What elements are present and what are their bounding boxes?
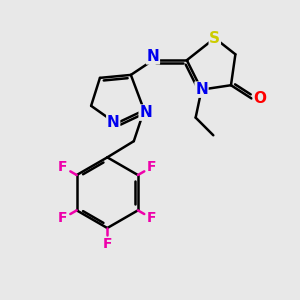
Text: N: N [195, 82, 208, 97]
Text: F: F [103, 237, 112, 251]
Text: F: F [147, 212, 157, 226]
Text: S: S [209, 31, 220, 46]
Text: N: N [139, 105, 152, 120]
Text: F: F [147, 160, 157, 174]
Text: F: F [58, 212, 68, 226]
Text: N: N [107, 115, 120, 130]
Text: N: N [147, 49, 159, 64]
Text: F: F [58, 160, 68, 174]
Text: O: O [253, 91, 266, 106]
